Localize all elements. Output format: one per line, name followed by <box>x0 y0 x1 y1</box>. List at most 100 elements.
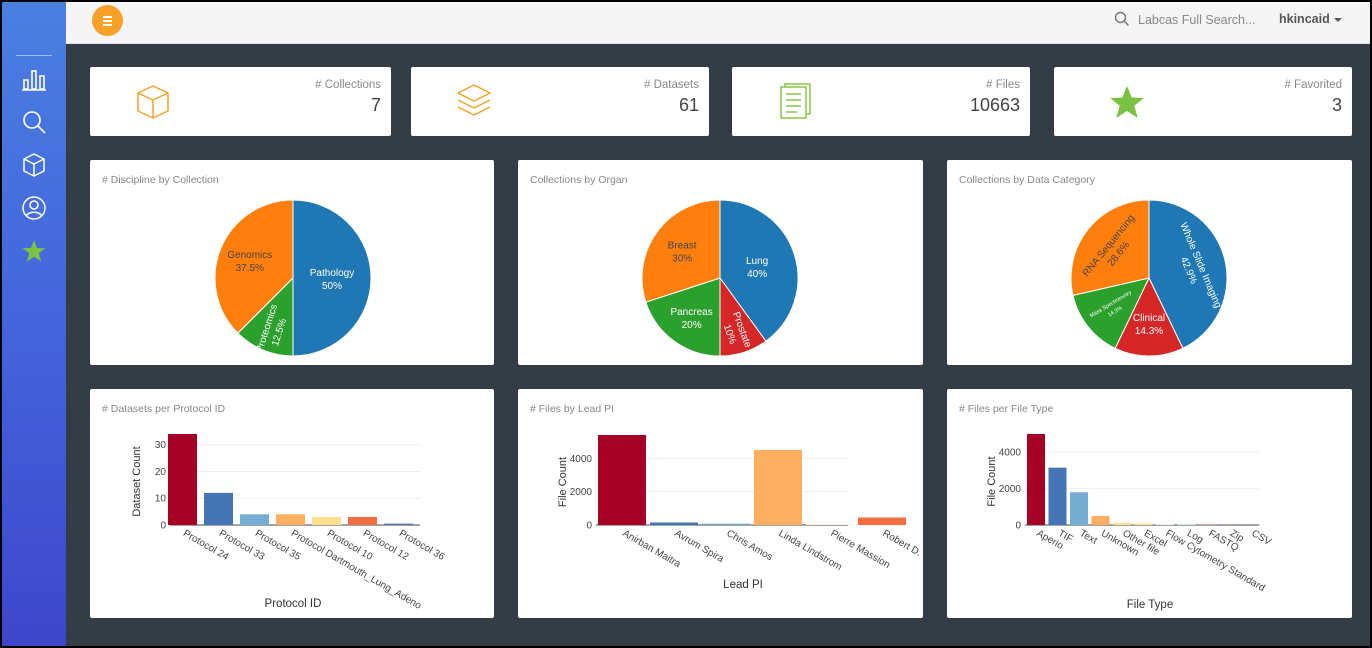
y-tick-label: 2000 <box>570 487 593 498</box>
stat-value: 7 <box>370 95 381 115</box>
menu-toggle-button[interactable] <box>92 5 123 36</box>
file-type-bar-panel: # Files per File Type 0 2000 4000 Aperio TIF… <box>947 389 1352 618</box>
pie-slice-mass-spectrometry[interactable] <box>1072 277 1150 349</box>
bar[interactable] <box>1156 524 1174 525</box>
star-icon[interactable] <box>21 238 47 264</box>
x-tick-label: Text <box>1078 528 1100 547</box>
x-axis-title: Lead PI <box>723 579 763 591</box>
y-axis-title: File Count <box>986 456 998 506</box>
cube-icon[interactable] <box>21 152 47 178</box>
pie-slice-pathology[interactable] <box>292 199 372 357</box>
pie-label-pct: 20% <box>682 320 702 331</box>
stat-card-datasets: # Datasets 61 <box>411 67 709 136</box>
bar[interactable] <box>312 516 341 525</box>
pie-label-name: Breast <box>668 240 697 251</box>
bar[interactable] <box>598 435 646 525</box>
bar[interactable] <box>1134 523 1153 525</box>
bar[interactable] <box>1027 434 1045 525</box>
search-icon[interactable] <box>21 109 47 135</box>
bar[interactable] <box>1070 492 1088 525</box>
bar[interactable] <box>384 523 413 525</box>
cube-icon <box>134 83 172 126</box>
lead-pi-bar-panel: # Files by Lead PI 0 2000 4000 Anirban Mait… <box>518 389 923 618</box>
bar[interactable] <box>1113 522 1131 525</box>
chart-title: Collections by Organ <box>530 174 628 186</box>
hamburger-icon <box>103 16 112 18</box>
y-tick-label: 30 <box>155 440 167 451</box>
chart-title: # Files per File Type <box>959 403 1054 415</box>
pie-slice-genomics[interactable] <box>214 199 294 334</box>
bar[interactable] <box>348 516 377 525</box>
pie-label: Pathology 50% <box>310 268 354 292</box>
hamburger-icon-line <box>103 20 112 22</box>
username: hkincaid <box>1279 12 1330 26</box>
bar[interactable] <box>204 492 233 525</box>
y-tick-label: 0 <box>586 521 592 532</box>
bar[interactable] <box>1177 524 1196 525</box>
bar[interactable] <box>1048 467 1067 525</box>
bar[interactable] <box>168 434 197 525</box>
stat-card-favorited: # Favorited 3 <box>1054 67 1352 136</box>
pie-slice-proteomics[interactable] <box>237 276 294 357</box>
x-axis-title: File Type <box>1127 599 1173 611</box>
layers-icon <box>455 82 493 127</box>
y-tick-label: 20 <box>155 467 167 478</box>
chart-title: # Discipline by Collection <box>102 174 219 186</box>
stat-label: # Datasets <box>644 79 699 91</box>
bar[interactable] <box>858 517 906 526</box>
y-tick-label: 2000 <box>999 484 1022 495</box>
y-tick-label: 4000 <box>570 454 593 465</box>
pie-label-pct: 30% <box>672 253 692 264</box>
organ-pie-panel: Collections by Organ Lung 40% Prostate 10% P… <box>518 160 923 365</box>
pie-label-pct: 14.3% <box>1135 326 1163 337</box>
pie-slice-rna-sequencing[interactable] <box>1070 199 1150 296</box>
chart-title: # Files by Lead PI <box>530 403 615 415</box>
chart-title: Collections by Data Category <box>959 174 1095 186</box>
pie-slice-clinical[interactable] <box>1114 276 1184 357</box>
stat-card-files: # Files 10663 <box>732 67 1030 136</box>
y-tick-label: 0 <box>160 521 166 532</box>
x-tick-label: Chris Amos <box>725 528 775 563</box>
stat-card-collections: # Collections 7 <box>90 67 391 136</box>
discipline-pie-panel: # Discipline by Collection Pathology 50% P… <box>90 160 494 365</box>
bar[interactable] <box>1091 515 1110 525</box>
user-icon[interactable] <box>21 195 47 221</box>
bar[interactable] <box>276 514 305 525</box>
y-tick-label: 0 <box>1015 521 1021 532</box>
bar[interactable] <box>806 524 854 526</box>
protocol-bar-panel: # Datasets per Protocol ID 0 10 20 30 Protoc… <box>90 389 494 618</box>
pie-label: Clinical 14.3% <box>1133 313 1165 337</box>
data-category-pie-panel: Collections by Data Category Whole Slide… <box>947 160 1352 365</box>
pie-slice-lung[interactable] <box>719 199 799 342</box>
bar[interactable] <box>650 522 698 526</box>
sidebar <box>2 2 66 646</box>
pie-slice-pancreas[interactable] <box>645 277 721 357</box>
pie-label: Breast 30% <box>668 240 697 264</box>
bar[interactable] <box>754 450 802 525</box>
user-menu[interactable]: hkincaid <box>1279 12 1342 26</box>
caret-down-icon <box>1333 17 1342 22</box>
files-icon <box>778 81 814 126</box>
search-icon <box>1114 11 1129 26</box>
pie-label-name: Pathology <box>310 268 354 279</box>
x-tick-label: CSV <box>1250 528 1274 548</box>
chart-title: # Datasets per Protocol ID <box>102 403 226 415</box>
pie-slice-whole-slide-imaging[interactable] <box>1148 199 1228 349</box>
bar[interactable] <box>702 523 750 525</box>
y-tick-label: 4000 <box>999 448 1022 459</box>
y-tick-label: 10 <box>155 494 167 505</box>
bar-chart-icon[interactable] <box>21 66 47 92</box>
stat-label: # Files <box>986 79 1020 91</box>
hamburger-icon-line <box>103 24 112 26</box>
pie-slice-breast[interactable] <box>641 199 721 303</box>
y-axis-title: Dataset Count <box>131 446 143 516</box>
bar[interactable] <box>240 514 269 525</box>
pie-label-name: Lung <box>746 256 768 267</box>
x-axis-title: Protocol ID <box>265 598 322 610</box>
